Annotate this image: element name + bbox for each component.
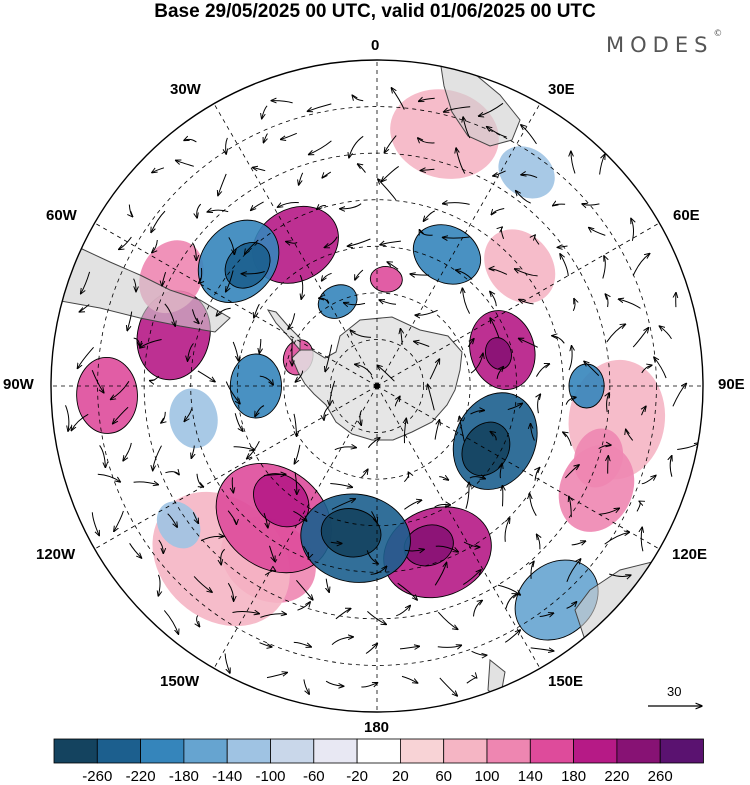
colorbar-swatch (574, 739, 617, 763)
colorbar-tick-label: 180 (554, 768, 594, 785)
colorbar-swatch (357, 739, 400, 763)
colorbar-tick-label: -100 (251, 768, 291, 785)
colorbar-swatch (97, 739, 140, 763)
colorbar-swatch (444, 739, 487, 763)
colorbar-swatch (617, 739, 660, 763)
colorbar-tick-label: 20 (380, 768, 420, 785)
colorbar-tick-label: 140 (510, 768, 550, 785)
lon-label-0: 0 (371, 37, 379, 54)
lon-label-180: 180 (364, 719, 389, 736)
lon-label-120e: 120E (672, 546, 707, 563)
colorbar-swatch (660, 739, 703, 763)
lon-label-60w: 60W (46, 207, 77, 224)
lon-label-60e: 60E (673, 207, 700, 224)
lon-label-150e: 150E (548, 673, 583, 690)
colorbar-tick-label: 220 (597, 768, 637, 785)
colorbar-tick-label: -180 (164, 768, 204, 785)
lon-label-30e: 30E (548, 81, 575, 98)
colorbar-swatch (184, 739, 227, 763)
colorbar-swatch (530, 739, 573, 763)
colorbar-tick-label: 260 (640, 768, 680, 785)
colorbar-swatch (314, 739, 357, 763)
colorbar-tick-label: -60 (294, 768, 334, 785)
colorbar-swatch (141, 739, 184, 763)
lon-label-90w: 90W (3, 376, 34, 393)
colorbar-swatch (227, 739, 270, 763)
colorbar (54, 739, 704, 763)
lon-label-150w: 150W (160, 673, 199, 690)
lon-label-120w: 120W (36, 546, 75, 563)
south-pole-marker (374, 383, 380, 389)
colorbar-swatch (271, 739, 314, 763)
colorbar-swatch (54, 739, 97, 763)
colorbar-swatch (487, 739, 530, 763)
colorbar-swatch (400, 739, 443, 763)
colorbar-tick-label: -260 (77, 768, 117, 785)
colorbar-tick-label: -140 (207, 768, 247, 785)
reference-vector-label: 30 (667, 684, 681, 699)
colorbar-tick-label: -20 (337, 768, 377, 785)
map-disc (50, 60, 712, 720)
colorbar-tick-label: -220 (121, 768, 161, 785)
colorbar-tick-label: 100 (467, 768, 507, 785)
lon-label-30w: 30W (170, 81, 201, 98)
colorbar-tick-label: 60 (424, 768, 464, 785)
lon-label-90e: 90E (718, 376, 745, 393)
